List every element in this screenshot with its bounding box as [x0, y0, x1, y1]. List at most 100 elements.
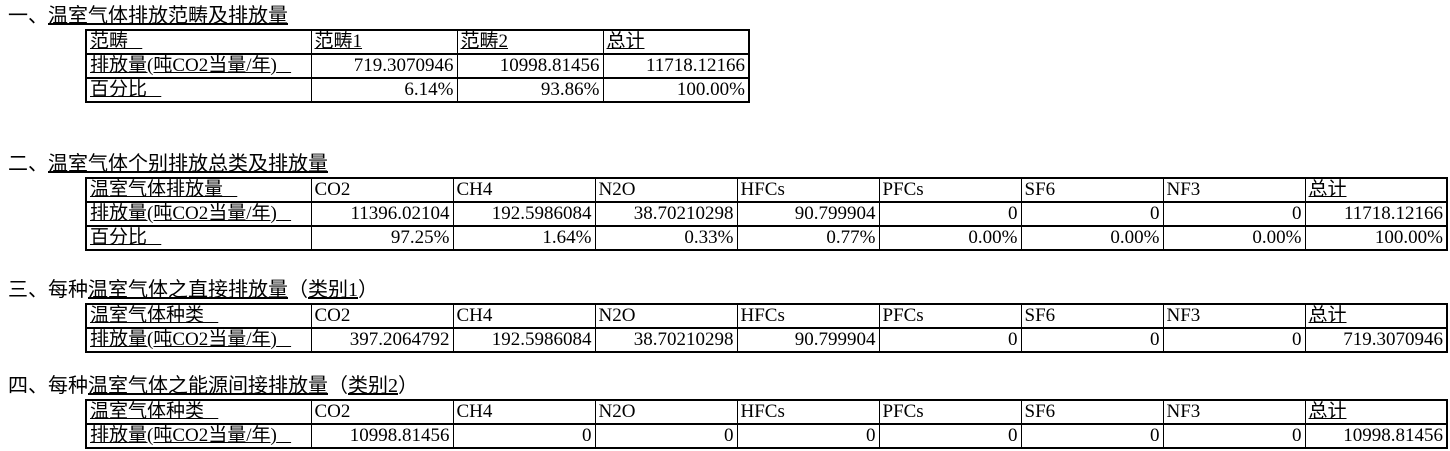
value-cell: 0.00% [878, 225, 1022, 251]
value-cell: 0.00% [1020, 225, 1164, 251]
title-segment: 类别2 [348, 375, 398, 397]
section-1-title: 一、温室气体排放范畴及排放量 [8, 5, 1450, 27]
value-cell: 719.3070946 [310, 53, 458, 79]
column-header: 温室气体种类 [85, 399, 312, 425]
row-label: 排放量(吨CO2当量/年) [85, 201, 312, 227]
column-header: CH4 [452, 303, 596, 329]
direct-emissions-table: 温室气体种类 CO2 CH4 N2O HFCs PFCs SF6 NF3 总计 … [85, 303, 1448, 353]
column-header: HFCs [736, 303, 880, 329]
table-row: 排放量(吨CO2当量/年) 397.2064792 192.5986084 38… [85, 327, 1448, 353]
title-segment: 二、 [8, 153, 48, 175]
header-row: 温室气体种类 CO2 CH4 N2O HFCs PFCs SF6 NF3 总计 [85, 303, 1448, 329]
value-cell: 0 [1020, 327, 1164, 353]
section-energy-indirect-emissions: 四、每种温室气体之能源间接排放量（类别2） 温室气体种类 CO2 CH4 N2O… [0, 353, 1450, 449]
value-cell: 90.799904 [736, 201, 880, 227]
column-header: HFCs [736, 399, 880, 425]
value-cell: 10998.81456 [456, 53, 604, 79]
title-segment: 类别1 [308, 279, 358, 301]
value-cell: 0 [1020, 201, 1164, 227]
row-label: 百分比 [85, 225, 312, 251]
title-segment: 温室气体之直接排放量 [88, 279, 288, 301]
section-3-title: 三、每种温室气体之直接排放量（类别1） [8, 279, 1450, 301]
section-2-title: 二、温室气体个别排放总类及排放量 [8, 153, 1450, 175]
column-header: 总计 [1304, 399, 1448, 425]
value-cell: 11396.02104 [310, 201, 454, 227]
value-cell: 719.3070946 [1304, 327, 1448, 353]
header-row: 温室气体排放量 CO2 CH4 N2O HFCs PFCs SF6 NF3 总计 [85, 177, 1448, 203]
title-segment: 一、 [8, 5, 48, 27]
value-cell: 192.5986084 [452, 327, 596, 353]
value-cell: 0.33% [594, 225, 738, 251]
column-header: CO2 [310, 399, 454, 425]
value-cell: 11718.12166 [1304, 201, 1448, 227]
ghg-type-totals-table: 温室气体排放量 CO2 CH4 N2O HFCs PFCs SF6 NF3 总计… [85, 177, 1448, 251]
title-segment: （ [288, 279, 308, 301]
scope-emissions-table: 范畴 范畴1 范畴2 总计 排放量(吨CO2当量/年) 719.3070946 … [85, 29, 750, 103]
header-row: 温室气体种类 CO2 CH4 N2O HFCs PFCs SF6 NF3 总计 [85, 399, 1448, 425]
column-header: 范畴1 [310, 29, 458, 55]
section-scope-emissions: 一、温室气体排放范畴及排放量 范畴 范畴1 范畴2 总计 排放量(吨CO2当量/… [0, 0, 1450, 103]
row-label: 排放量(吨CO2当量/年) [85, 423, 312, 449]
column-header: 总计 [1304, 303, 1448, 329]
column-header: 总计 [602, 29, 750, 55]
table-row: 排放量(吨CO2当量/年) 11396.02104 192.5986084 38… [85, 201, 1448, 227]
title-segment: 四、每种 [8, 375, 88, 397]
column-header: HFCs [736, 177, 880, 203]
column-header: CO2 [310, 177, 454, 203]
column-header: CO2 [310, 303, 454, 329]
section-direct-emissions: 三、每种温室气体之直接排放量（类别1） 温室气体种类 CO2 CH4 N2O H… [0, 251, 1450, 353]
column-header: NF3 [1162, 177, 1306, 203]
value-cell: 100.00% [602, 77, 750, 103]
value-cell: 397.2064792 [310, 327, 454, 353]
row-label: 排放量(吨CO2当量/年) [85, 327, 312, 353]
table-row: 百分比 97.25% 1.64% 0.33% 0.77% 0.00% 0.00%… [85, 225, 1448, 251]
title-segment: 温室气体之能源间接排放量 [88, 375, 328, 397]
value-cell: 38.70210298 [594, 327, 738, 353]
energy-indirect-emissions-table: 温室气体种类 CO2 CH4 N2O HFCs PFCs SF6 NF3 总计 … [85, 399, 1448, 449]
section-4-title: 四、每种温室气体之能源间接排放量（类别2） [8, 375, 1450, 397]
value-cell: 1.64% [452, 225, 596, 251]
column-header: SF6 [1020, 177, 1164, 203]
column-header: CH4 [452, 177, 596, 203]
column-header: 温室气体种类 [85, 303, 312, 329]
column-header: 范畴 [85, 29, 312, 55]
value-cell: 0 [1162, 201, 1306, 227]
column-header: 温室气体排放量 [85, 177, 312, 203]
title-segment: （ [328, 375, 348, 397]
column-header: CH4 [452, 399, 596, 425]
column-header: 总计 [1304, 177, 1448, 203]
table-row: 排放量(吨CO2当量/年) 719.3070946 10998.81456 11… [85, 53, 750, 79]
section-ghg-type-totals: 二、温室气体个别排放总类及排放量 温室气体排放量 CO2 CH4 N2O HFC… [0, 103, 1450, 251]
title-segment: ） [398, 375, 418, 397]
value-cell: 90.799904 [736, 327, 880, 353]
row-label: 百分比 [85, 77, 312, 103]
title-segment: 温室气体排放范畴及排放量 [48, 5, 288, 27]
column-header: NF3 [1162, 303, 1306, 329]
value-cell: 0 [1162, 423, 1306, 449]
row-label: 排放量(吨CO2当量/年) [85, 53, 312, 79]
value-cell: 0 [1020, 423, 1164, 449]
value-cell: 0.77% [736, 225, 880, 251]
value-cell: 0 [594, 423, 738, 449]
title-segment: 温室气体个别排放总类及排放量 [48, 153, 328, 175]
value-cell: 93.86% [456, 77, 604, 103]
column-header: PFCs [878, 177, 1022, 203]
table-row: 百分比 6.14% 93.86% 100.00% [85, 77, 750, 103]
value-cell: 0 [736, 423, 880, 449]
title-segment: ） [358, 279, 378, 301]
column-header: N2O [594, 303, 738, 329]
value-cell: 6.14% [310, 77, 458, 103]
value-cell: 100.00% [1304, 225, 1448, 251]
value-cell: 38.70210298 [594, 201, 738, 227]
column-header: N2O [594, 399, 738, 425]
column-header: SF6 [1020, 303, 1164, 329]
header-row: 范畴 范畴1 范畴2 总计 [85, 29, 750, 55]
value-cell: 10998.81456 [1304, 423, 1448, 449]
column-header: PFCs [878, 303, 1022, 329]
column-header: SF6 [1020, 399, 1164, 425]
value-cell: 0 [1162, 327, 1306, 353]
value-cell: 192.5986084 [452, 201, 596, 227]
column-header: N2O [594, 177, 738, 203]
value-cell: 0 [878, 201, 1022, 227]
